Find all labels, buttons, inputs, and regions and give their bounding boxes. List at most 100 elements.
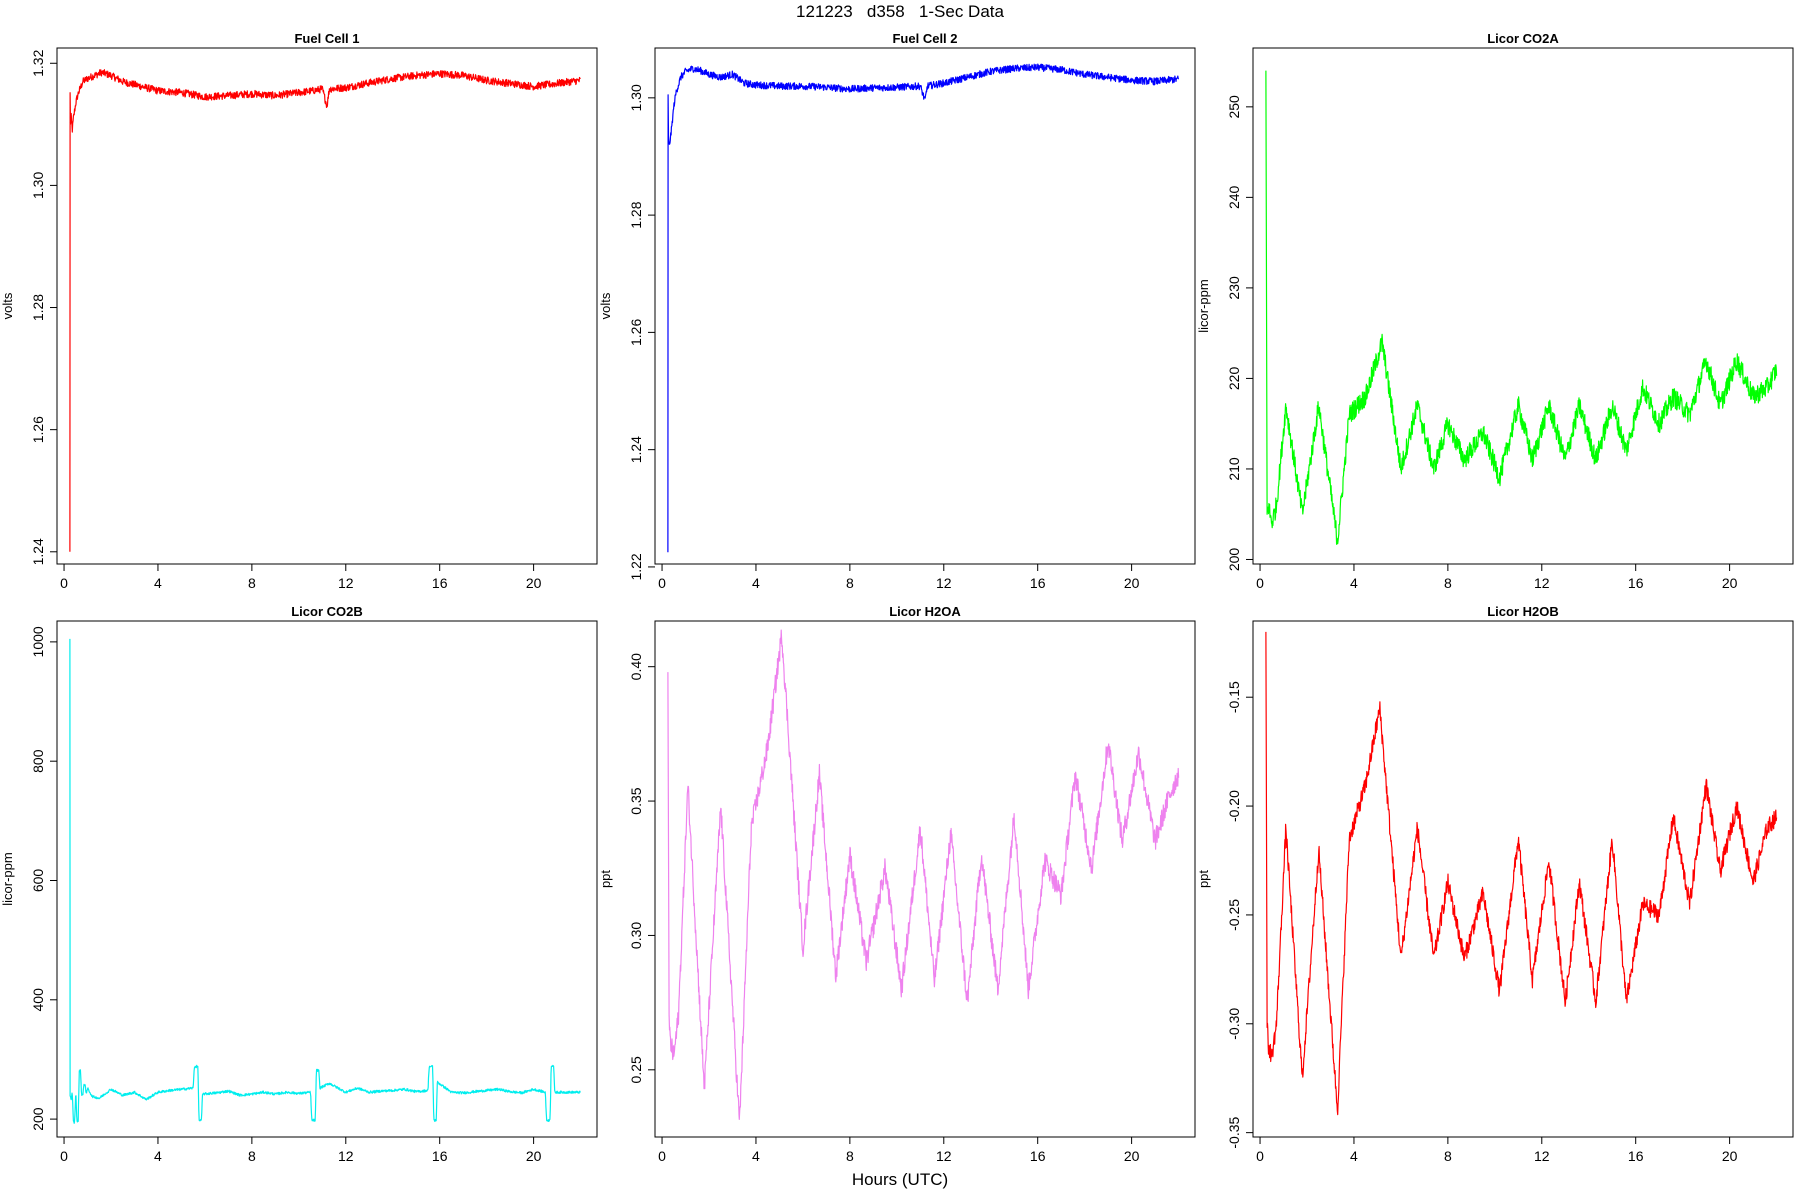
data-point <box>1752 882 1754 884</box>
data-point <box>437 1081 439 1083</box>
data-point <box>1302 1077 1304 1079</box>
data-point <box>1084 74 1086 76</box>
x-tick-label: 0 <box>60 1148 68 1164</box>
data-point <box>981 854 983 856</box>
data-point <box>70 114 72 116</box>
data-point <box>310 1092 312 1094</box>
data-point <box>1626 450 1628 452</box>
panel-4: Licor H2OA 0 4 8 12 16 20 0.25 0.30 0.35 0.40 ppt <box>598 604 1196 1164</box>
x-tick-label: 0 <box>658 575 666 591</box>
data-point <box>667 94 669 96</box>
x-tick-label: 12 <box>1534 1148 1550 1164</box>
data-point <box>1499 990 1501 992</box>
data-point <box>884 868 886 870</box>
x-tick-label: 8 <box>846 1148 854 1164</box>
data-point <box>673 106 675 108</box>
x-tick-label: 4 <box>154 575 162 591</box>
data-point <box>157 90 159 92</box>
data-point <box>1318 849 1320 851</box>
data-point <box>462 1092 464 1094</box>
data-point <box>950 833 952 835</box>
series-line <box>667 63 1180 553</box>
data-point <box>1266 1023 1268 1025</box>
data-point <box>533 86 535 88</box>
data-point <box>866 962 868 964</box>
data-point <box>322 88 324 90</box>
data-point <box>1091 868 1093 870</box>
data-point <box>69 93 71 95</box>
x-tick-label: 8 <box>1444 575 1452 591</box>
y-axis-label: volts <box>598 292 613 319</box>
data-point <box>1464 459 1466 461</box>
plot-frame <box>654 47 1196 565</box>
data-point <box>70 1099 72 1101</box>
data-point <box>1271 523 1273 525</box>
data-point <box>1154 81 1156 83</box>
y-tick-label: 210 <box>1226 457 1242 481</box>
x-tick-label: 12 <box>338 575 354 591</box>
panel-title: Fuel Cell 1 <box>294 31 359 46</box>
data-point <box>1548 405 1550 407</box>
data-point <box>927 85 929 87</box>
data-point <box>1271 1056 1273 1058</box>
data-point <box>157 1092 159 1094</box>
data-point <box>1447 423 1449 425</box>
data-point <box>545 1092 547 1094</box>
data-point <box>169 1090 171 1092</box>
data-point <box>298 92 300 94</box>
data-point <box>1178 773 1180 775</box>
y-tick-label: 1.24 <box>30 538 46 565</box>
plot-frame <box>1252 47 1794 565</box>
data-point <box>1121 841 1123 843</box>
panel-title: Licor H2OA <box>889 604 961 619</box>
data-point <box>75 102 77 104</box>
data-point <box>699 70 701 72</box>
data-point <box>82 81 84 83</box>
data-point <box>251 1093 253 1095</box>
data-point <box>251 93 253 95</box>
data-point <box>1381 341 1383 343</box>
data-point <box>568 1092 570 1094</box>
y-tick-label: 240 <box>1226 185 1242 209</box>
data-point <box>1565 459 1567 461</box>
data-point <box>1482 892 1484 894</box>
data-point <box>678 1015 680 1017</box>
data-point <box>1154 841 1156 843</box>
data-point <box>687 784 689 786</box>
data-point <box>1138 752 1140 754</box>
data-point <box>680 77 682 79</box>
data-point <box>704 1088 706 1090</box>
data-point <box>668 147 670 149</box>
data-point <box>428 1066 430 1068</box>
data-point <box>1265 631 1267 633</box>
data-point <box>1268 1045 1270 1047</box>
data-point <box>901 988 903 990</box>
data-point <box>427 1090 429 1092</box>
data-point <box>1532 979 1534 981</box>
data-point <box>1776 369 1778 371</box>
data-point <box>439 73 441 75</box>
data-point <box>312 90 314 92</box>
data-point <box>87 78 89 80</box>
x-tick-label: 8 <box>846 575 854 591</box>
data-point <box>920 827 922 829</box>
y-tick-label: 0.35 <box>628 787 644 814</box>
panel-1: Fuel Cell 2 0 4 8 12 16 20 1.22 1.24 1.26 1.28 1.30… <box>598 31 1196 591</box>
data-point <box>667 671 669 673</box>
y-axis-label: ppt <box>598 870 613 888</box>
data-point <box>462 75 464 77</box>
data-point <box>145 1099 147 1101</box>
data-point <box>145 87 147 89</box>
y-tick-label: 250 <box>1226 95 1242 119</box>
y-tick-label: -0.20 <box>1226 790 1242 822</box>
data-point <box>110 1089 112 1091</box>
data-point <box>1776 816 1778 818</box>
data-point <box>1028 988 1030 990</box>
data-point <box>849 854 851 856</box>
panel-5: Licor H2OB 0 4 8 12 16 20 -0.35 -0.30 -0.25 -0.20 -… <box>1196 604 1794 1164</box>
data-point <box>1265 70 1267 72</box>
data-point <box>1766 387 1768 389</box>
data-point <box>1417 405 1419 407</box>
data-point <box>181 92 183 94</box>
x-tick-label: 4 <box>1350 1148 1358 1164</box>
